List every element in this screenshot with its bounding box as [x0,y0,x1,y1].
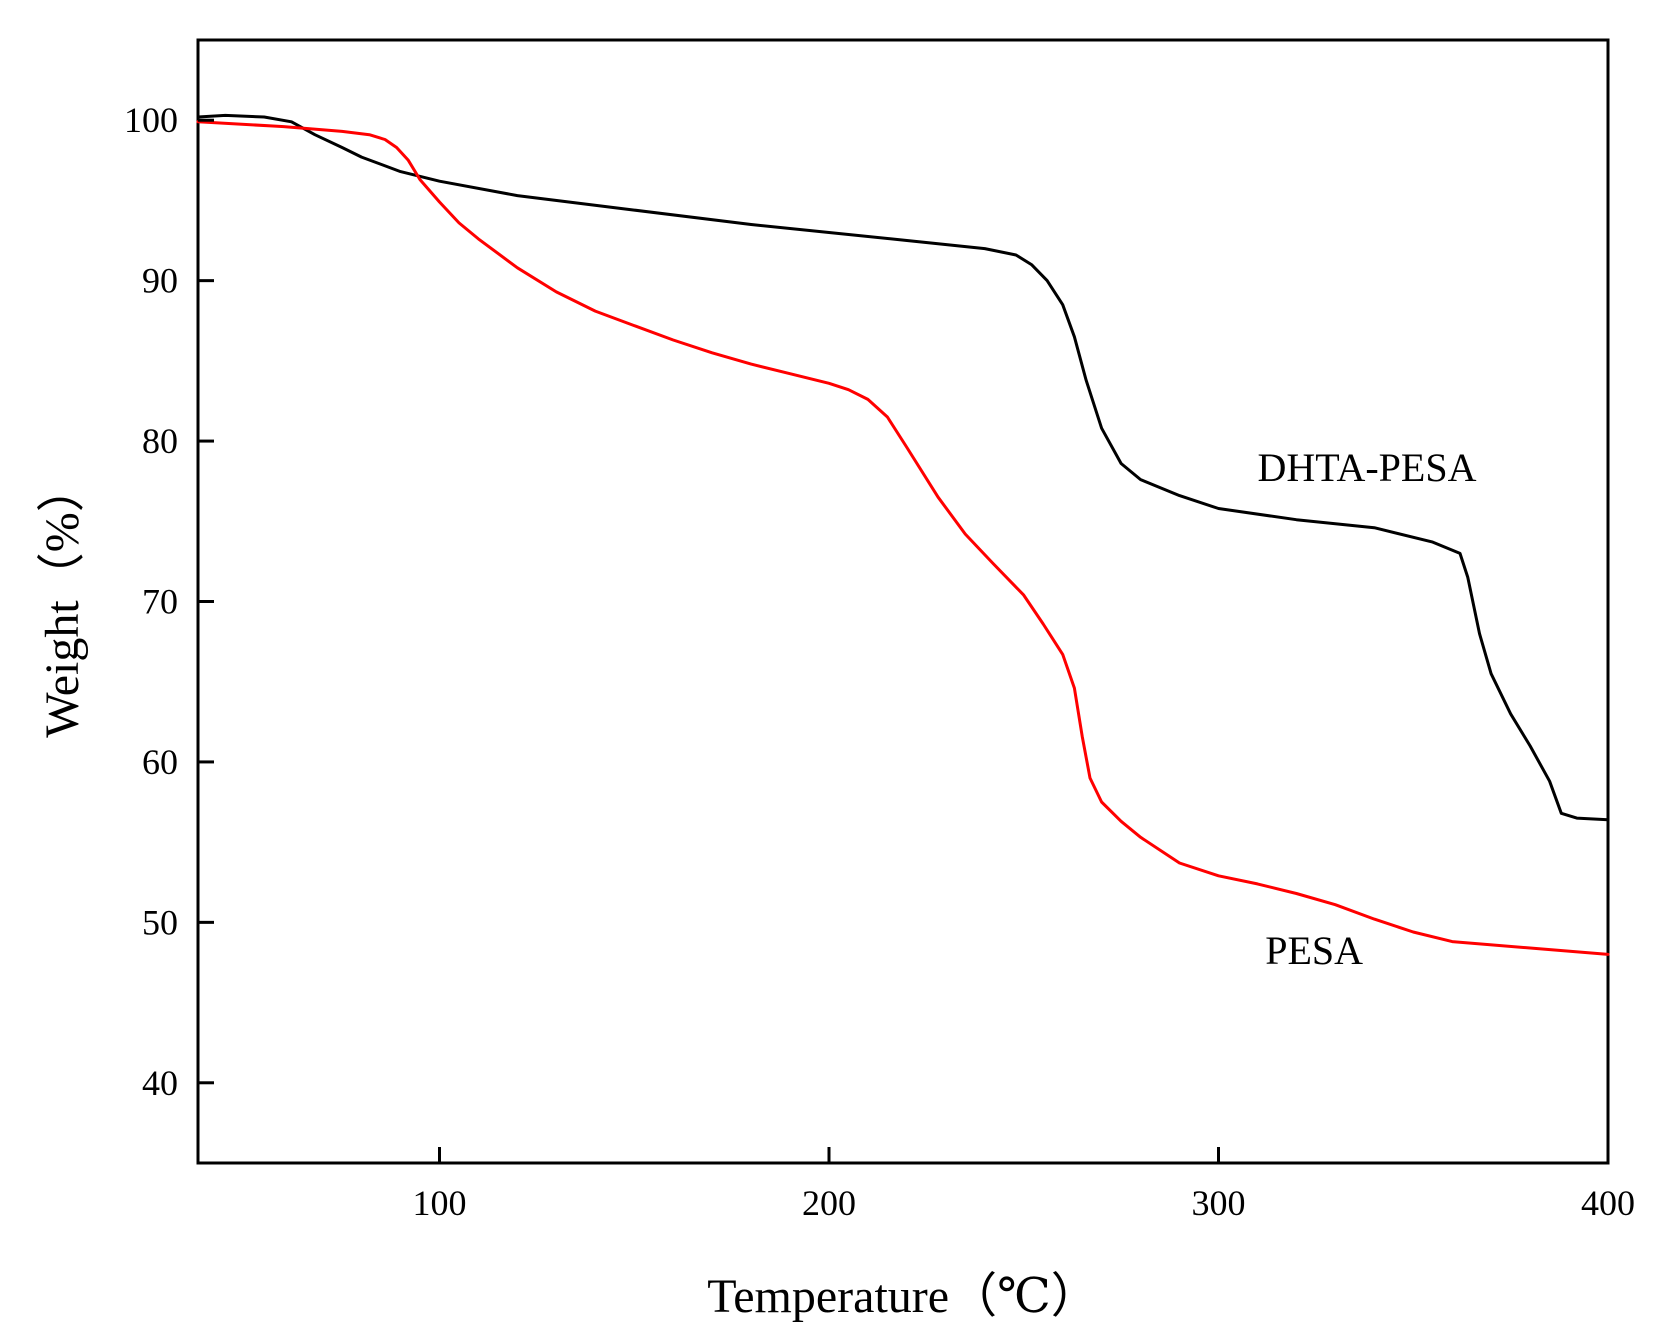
x-tick-label: 300 [1191,1183,1245,1223]
series-line-pesa [196,120,1610,956]
y-tick-label: 100 [124,100,178,140]
y-tick-label: 80 [142,421,178,461]
x-axis-title: Temperature（℃） [707,1270,1099,1323]
tick-layer: 100 200 300 400 40 50 60 70 80 90 100 [124,100,1635,1223]
y-tick-label: 50 [142,902,178,942]
y-tick-label: 70 [142,582,178,622]
x-tick-label: 100 [412,1183,466,1223]
y-tick-label: 40 [142,1063,178,1103]
series-line-dhta-pesa [196,113,1610,822]
y-axis-title: Weight（%） [36,464,89,737]
x-tick-label: 400 [1581,1183,1635,1223]
series-label-pesa: PESA [1265,928,1363,973]
y-tick-label: 60 [142,742,178,782]
plot-frame [196,38,1610,1165]
x-tick-label: 200 [802,1183,856,1223]
y-tick-label: 90 [142,261,178,301]
series-layer [196,113,1610,956]
series-label-dhta-pesa: DHTA-PESA [1257,445,1476,490]
series-label-layer: DHTA-PESA PESA [1257,445,1476,973]
